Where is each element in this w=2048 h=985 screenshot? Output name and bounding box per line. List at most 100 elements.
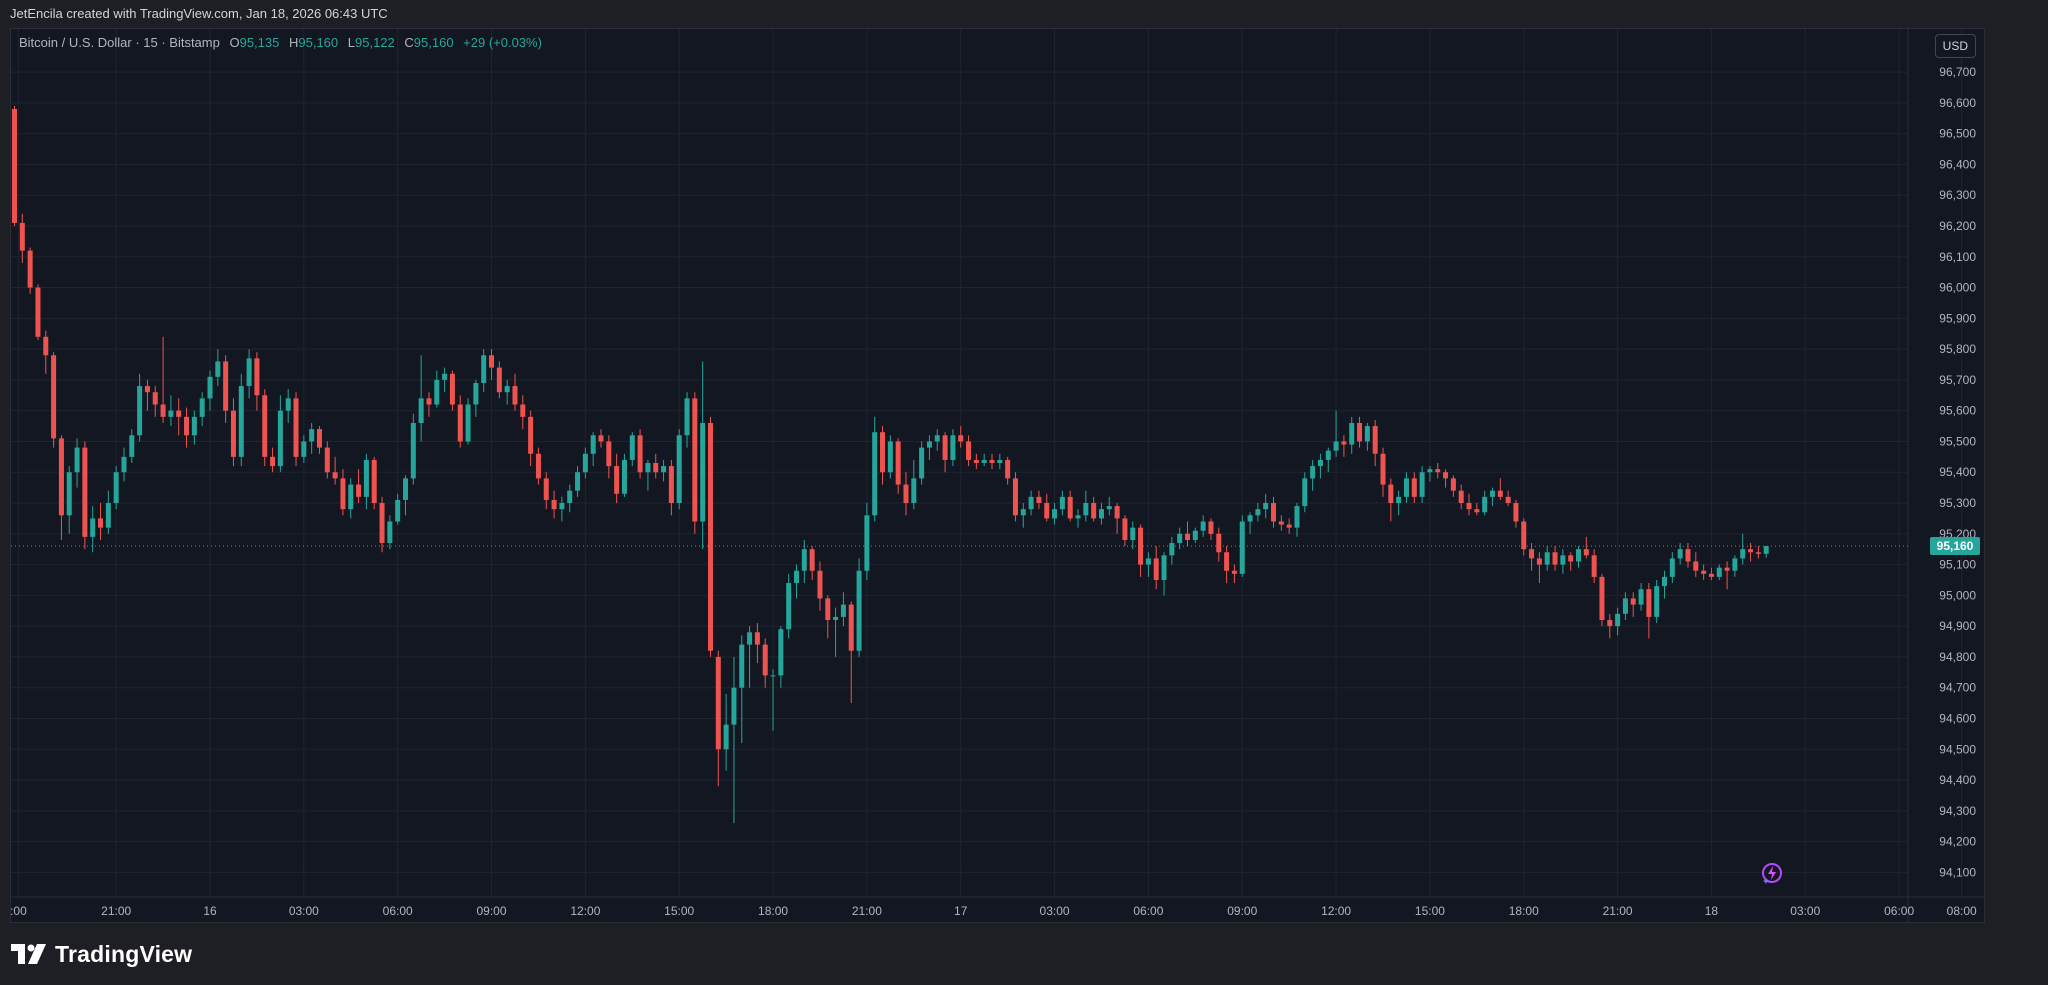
price-tick-label: 96,000 bbox=[1939, 281, 1976, 295]
candle bbox=[1497, 478, 1503, 500]
price-tick-label: 95,600 bbox=[1939, 404, 1976, 418]
candle-body bbox=[1302, 478, 1308, 507]
candle-body bbox=[1560, 555, 1566, 565]
candle bbox=[1677, 543, 1683, 565]
candle-body bbox=[262, 395, 268, 457]
candle bbox=[426, 392, 432, 417]
candle-body bbox=[1630, 598, 1636, 605]
candle bbox=[199, 392, 205, 427]
candle-body bbox=[1161, 555, 1167, 580]
candle-body bbox=[293, 398, 299, 457]
candle-body bbox=[887, 441, 893, 473]
candle bbox=[1192, 527, 1198, 544]
candle-body bbox=[754, 632, 760, 645]
price-tick-label: 95,000 bbox=[1939, 588, 1976, 602]
candle bbox=[645, 459, 651, 491]
candle-body bbox=[1732, 558, 1738, 571]
candle bbox=[1583, 536, 1589, 559]
candle-body bbox=[1458, 490, 1464, 504]
candle bbox=[653, 453, 659, 479]
candlestick-chart[interactable]: 94,100 94,200 94,300 94,400 94,500 94,600 94,7… bbox=[11, 29, 1985, 923]
change-value: +29 (+0.03%) bbox=[463, 35, 542, 50]
candle bbox=[528, 410, 534, 467]
candle-body bbox=[74, 447, 80, 473]
candle-body bbox=[997, 459, 1003, 463]
candle-body bbox=[277, 410, 283, 467]
candle-body bbox=[465, 404, 471, 442]
candle bbox=[856, 558, 862, 657]
candle-body bbox=[1724, 567, 1730, 571]
candle bbox=[1106, 496, 1112, 516]
candle-body bbox=[1693, 561, 1699, 571]
candle-body bbox=[1239, 521, 1245, 574]
candle bbox=[770, 669, 776, 731]
candle-body bbox=[1583, 549, 1589, 556]
candle bbox=[285, 389, 291, 423]
candle-body bbox=[864, 515, 870, 571]
candle bbox=[1294, 503, 1300, 537]
candle-body bbox=[301, 441, 307, 457]
price-tick-label: 95,400 bbox=[1939, 465, 1976, 479]
candle-body bbox=[848, 604, 854, 651]
candle bbox=[246, 349, 252, 399]
tradingview-logo[interactable]: TradingView bbox=[11, 941, 192, 967]
candle bbox=[215, 349, 221, 387]
candle-body bbox=[270, 456, 276, 467]
candle bbox=[1662, 570, 1668, 599]
candle bbox=[1302, 472, 1308, 513]
candle-body bbox=[1044, 503, 1050, 519]
candle-body bbox=[1536, 558, 1542, 565]
candle bbox=[301, 435, 307, 463]
open-label: O bbox=[229, 35, 240, 50]
candle-body bbox=[684, 398, 690, 436]
candle bbox=[1145, 552, 1151, 577]
candle bbox=[223, 355, 229, 423]
candle bbox=[43, 330, 49, 374]
candle-body bbox=[668, 466, 674, 504]
candle-body bbox=[19, 222, 25, 251]
chart-pane[interactable]: 94,100 94,200 94,300 94,400 94,500 94,600 94,7… bbox=[10, 28, 1985, 923]
candle-body bbox=[1200, 521, 1206, 531]
candle-body bbox=[58, 438, 64, 516]
candle-body bbox=[543, 478, 549, 500]
candle-body bbox=[1310, 466, 1316, 479]
candle bbox=[1231, 564, 1237, 584]
candle-body bbox=[614, 466, 620, 494]
candle bbox=[457, 395, 463, 448]
candle bbox=[332, 456, 338, 485]
candle bbox=[481, 349, 487, 393]
candle bbox=[1685, 543, 1691, 568]
candle bbox=[27, 247, 33, 294]
candle-body bbox=[1380, 453, 1386, 485]
candle-body bbox=[426, 398, 432, 405]
candle bbox=[1114, 503, 1120, 534]
candle bbox=[1044, 493, 1050, 522]
candle bbox=[950, 429, 956, 467]
candle-body bbox=[1145, 558, 1151, 565]
candle-body bbox=[809, 549, 815, 571]
candle-body bbox=[895, 441, 901, 485]
price-tick-label: 95,900 bbox=[1939, 311, 1976, 325]
candle-body bbox=[770, 675, 776, 677]
candle bbox=[1036, 490, 1042, 510]
candle-body bbox=[285, 398, 291, 411]
candle-body bbox=[1083, 503, 1089, 516]
candle-body bbox=[1599, 576, 1605, 620]
last-price-label: 95,160 bbox=[1930, 537, 1980, 556]
candle bbox=[238, 373, 244, 467]
time-tick-label: 18 bbox=[1705, 904, 1719, 918]
price-tick-label: 94,800 bbox=[1939, 650, 1976, 664]
low-label: L bbox=[347, 35, 355, 50]
candle bbox=[778, 626, 784, 688]
candle bbox=[1239, 515, 1245, 577]
candle bbox=[168, 395, 174, 427]
candle-body bbox=[880, 432, 886, 473]
candle bbox=[1591, 549, 1597, 584]
candle-body bbox=[356, 484, 362, 497]
candle-body bbox=[1411, 478, 1417, 497]
currency-button[interactable]: USD bbox=[1934, 34, 1976, 58]
tradingview-sparkle-icon[interactable] bbox=[1760, 861, 1784, 885]
candle-body bbox=[1333, 441, 1339, 451]
candle-body bbox=[1091, 503, 1097, 519]
candle bbox=[1466, 493, 1472, 516]
